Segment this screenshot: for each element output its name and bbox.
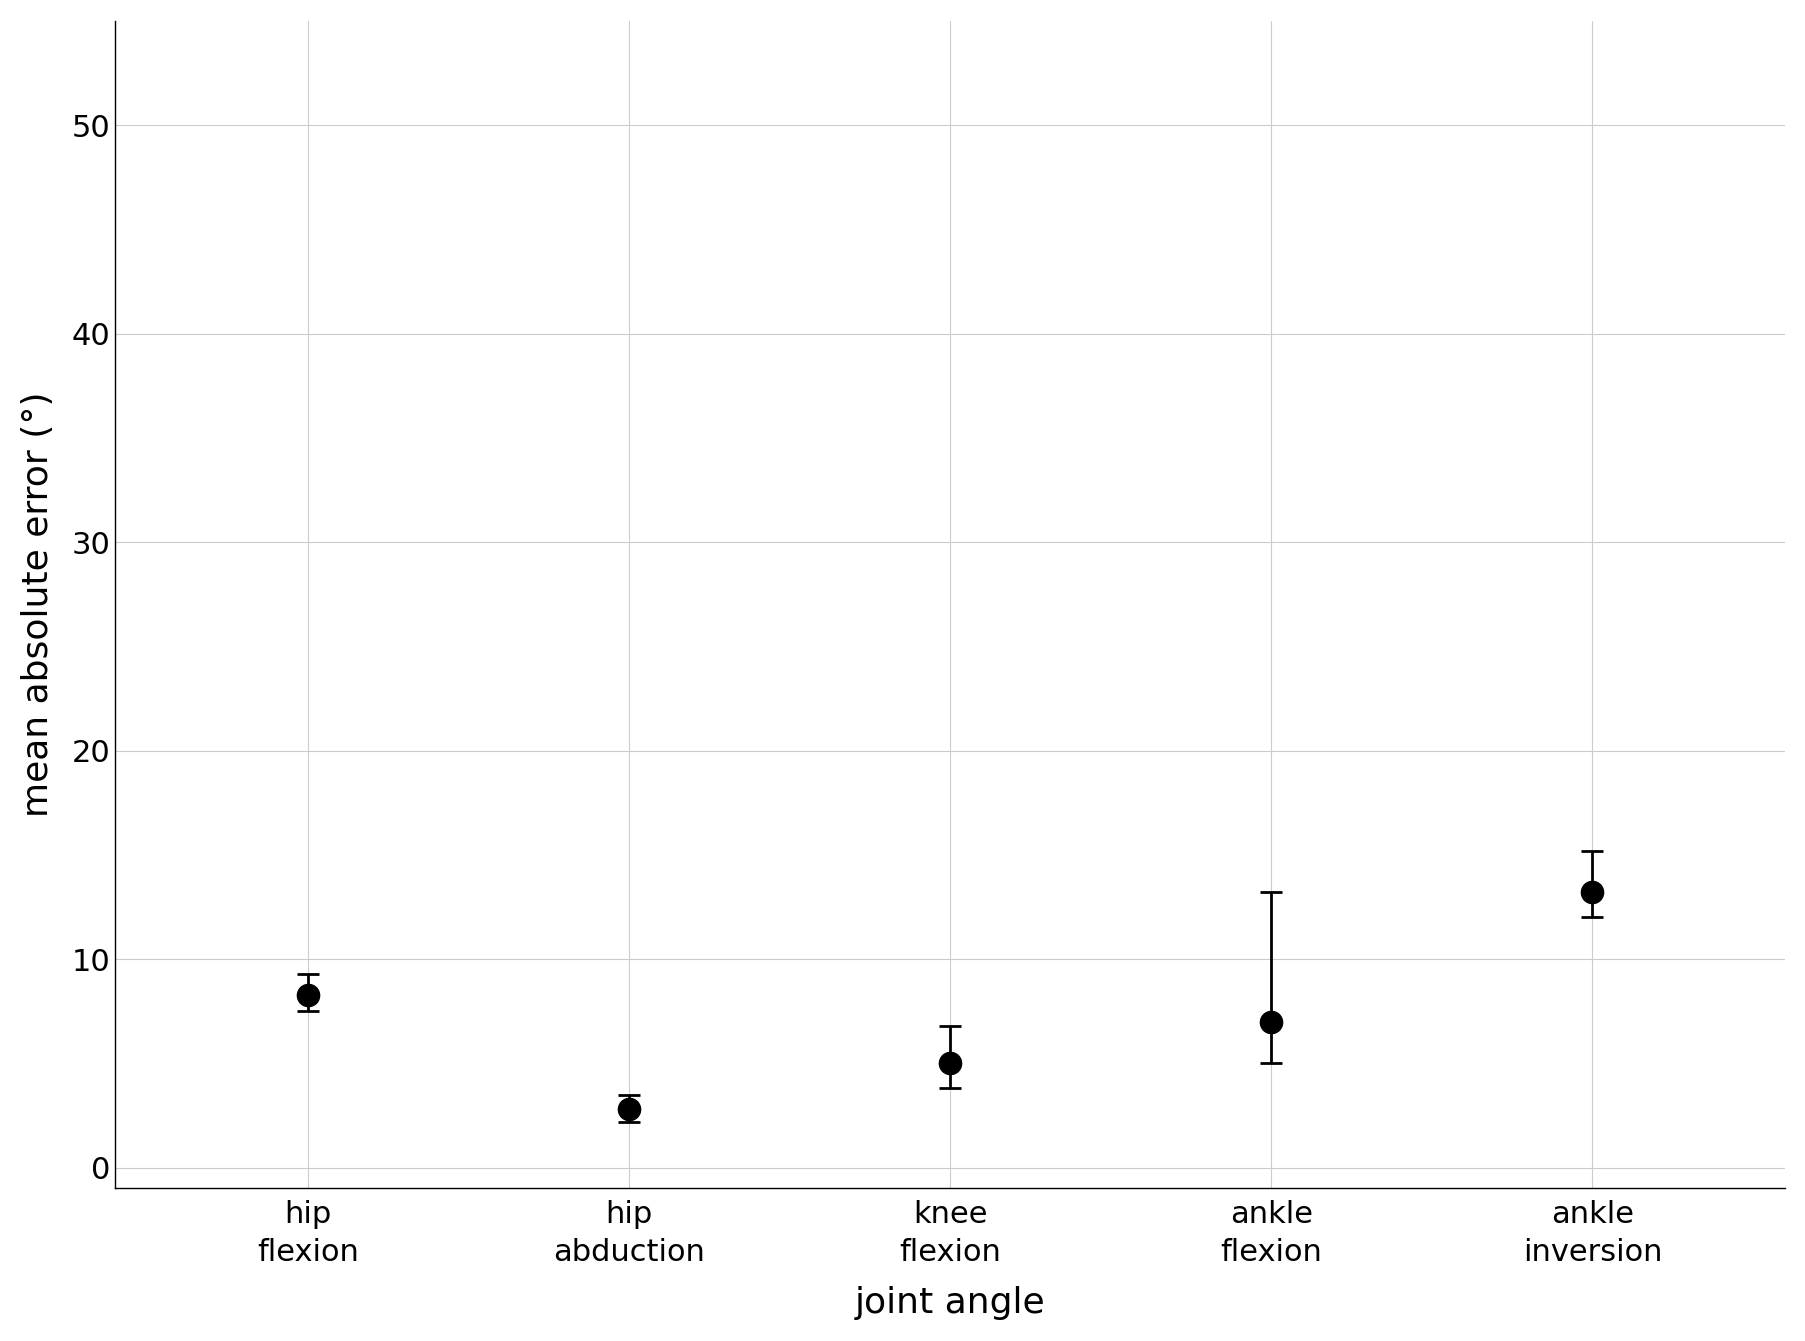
Y-axis label: mean absolute error (°): mean absolute error (°) — [22, 392, 54, 818]
X-axis label: joint angle: joint angle — [854, 1286, 1045, 1320]
